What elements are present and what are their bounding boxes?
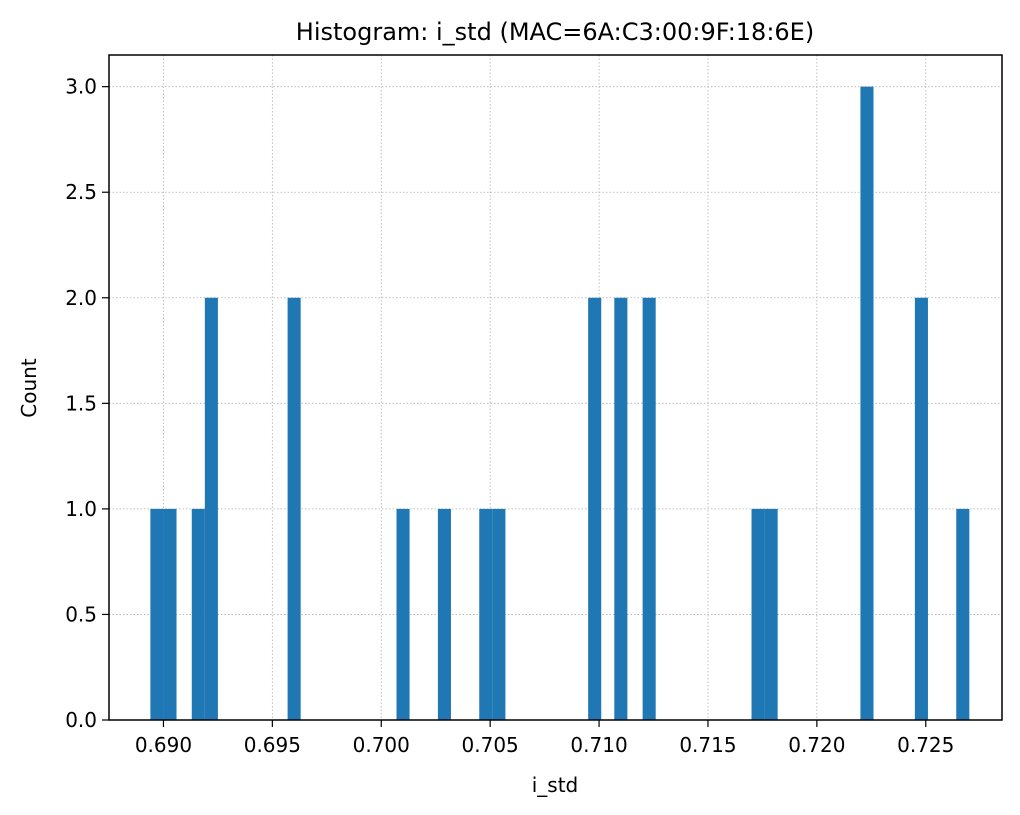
histogram-bar [437,508,451,720]
histogram-bar [642,297,656,720]
bars [150,86,970,720]
y-tick-label: 2.5 [65,180,97,204]
histogram-bar [492,508,506,720]
y-axis-ticks: 0.0 0.5 1.0 1.5 2.0 2.5 3.0 [65,75,109,732]
x-tick-label: 0.720 [788,733,845,757]
x-tick-label: 0.690 [135,733,192,757]
x-tick-label: 0.715 [679,733,736,757]
y-tick-label: 1.0 [65,497,97,521]
chart-title: Histogram: i_std (MAC=6A:C3:00:9F:18:6E) [296,18,814,46]
histogram-bar [956,508,970,720]
plot-frame [108,54,1003,721]
y-axis-label: Count [17,358,41,418]
histogram-bar [764,508,778,720]
histogram-bar [287,297,301,720]
y-tick-label: 1.5 [65,391,97,415]
histogram-bar [751,508,765,720]
histogram-bar [914,297,928,720]
x-axis-ticks: 0.690 0.695 0.700 0.705 0.710 0.715 0.720 0.725 [135,720,954,757]
y-tick-label: 3.0 [65,75,97,99]
x-tick-label: 0.705 [462,733,519,757]
histogram-bar [860,86,874,720]
x-tick-label: 0.725 [897,733,954,757]
histogram-bar [163,508,177,720]
y-tick-label: 2.0 [65,286,97,310]
x-tick-label: 0.700 [353,733,410,757]
y-tick-label: 0.0 [65,708,97,732]
histogram-bar [396,508,410,720]
histogram-bar [204,297,218,720]
x-axis-label: i_std [532,773,579,797]
histogram-bar [479,508,493,720]
histogram-bar [614,297,628,720]
y-tick-label: 0.5 [65,602,97,626]
histogram-bar [150,508,164,720]
histogram-bar [191,508,205,720]
x-tick-label: 0.710 [570,733,627,757]
x-tick-label: 0.695 [244,733,301,757]
histogram-bar [588,297,602,720]
